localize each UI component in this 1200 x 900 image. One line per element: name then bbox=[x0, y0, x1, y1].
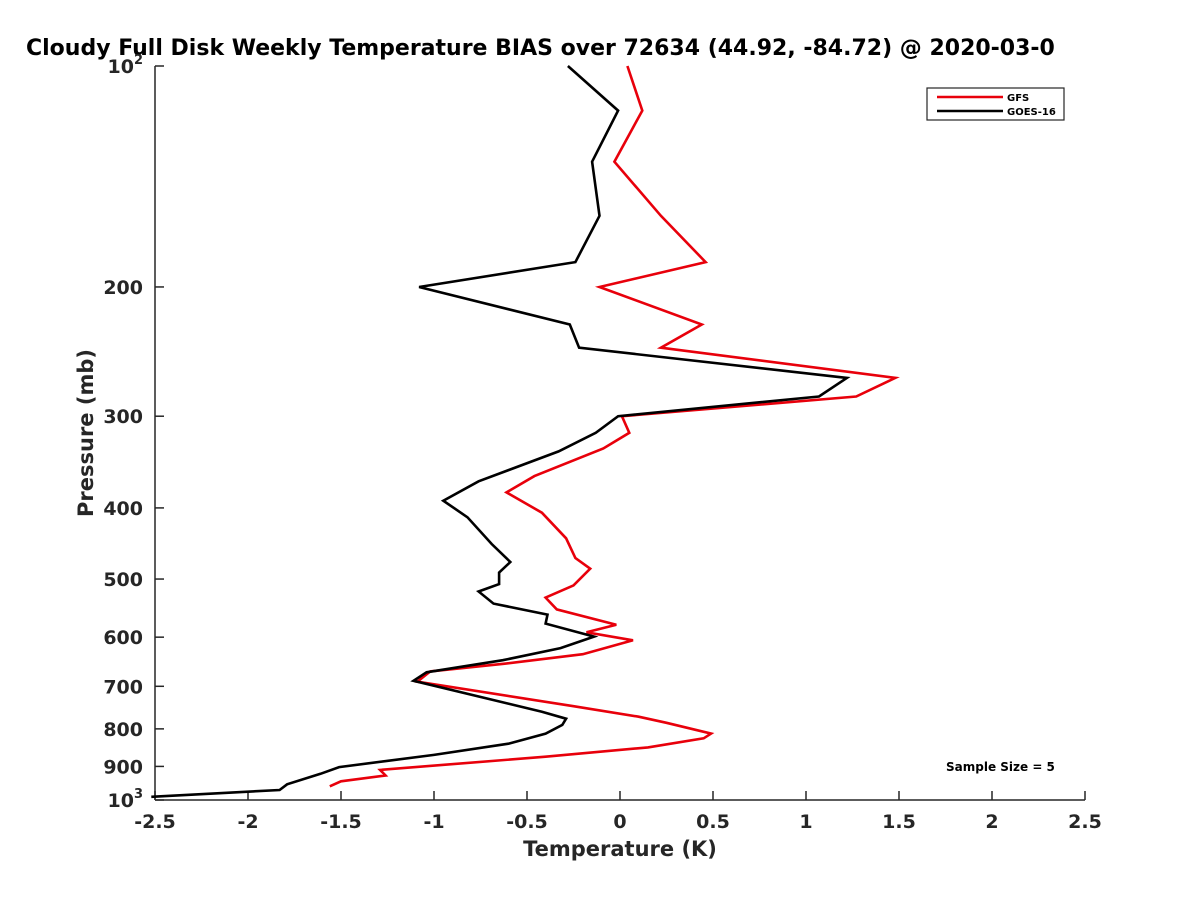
x-tick-label: 2.5 bbox=[1068, 811, 1102, 833]
x-tick-label: -1.5 bbox=[320, 811, 362, 833]
x-tick-label: 0.5 bbox=[696, 811, 730, 833]
y-tick-label: 800 bbox=[103, 719, 143, 741]
y-tick-label: 700 bbox=[103, 676, 143, 698]
y-tick-label: 103 bbox=[108, 787, 144, 812]
y-tick-exponent: 2 bbox=[134, 53, 143, 68]
x-tick-label: 1 bbox=[799, 811, 812, 833]
x-tick-label: -0.5 bbox=[506, 811, 548, 833]
x-tick-label: -2.5 bbox=[134, 811, 176, 833]
x-tick-label: -2 bbox=[237, 811, 258, 833]
x-tick-label: 1.5 bbox=[882, 811, 916, 833]
chart-title: Cloudy Full Disk Weekly Temperature BIAS… bbox=[26, 36, 1055, 61]
legend-label-gfs: GFS bbox=[1007, 93, 1029, 104]
y-tick-base: 10 bbox=[108, 790, 134, 812]
legend-box bbox=[926, 87, 1065, 121]
series-layer bbox=[151, 65, 900, 799]
legend: GFS GOES-16 bbox=[926, 87, 1065, 121]
x-axis-label: Temperature (K) bbox=[523, 837, 717, 861]
x-tick-label: 0 bbox=[613, 811, 626, 833]
y-tick-label: 600 bbox=[103, 627, 143, 649]
x-tick-label: 2 bbox=[985, 811, 998, 833]
y-tick-label: 900 bbox=[103, 756, 143, 778]
y-tick-exponent: 3 bbox=[134, 787, 143, 802]
y-tick-label: 200 bbox=[103, 277, 143, 299]
series-line-goes16 bbox=[151, 65, 851, 799]
legend-label-goes16: GOES-16 bbox=[1007, 107, 1056, 118]
y-axis-label: Pressure (mb) bbox=[74, 349, 98, 517]
y-tick-label: 400 bbox=[103, 498, 143, 520]
x-axis-ticks: -2.5 -2 -1.5 -1 -0.5 0 0.5 1 1.5 2 2.5 bbox=[134, 791, 1102, 833]
y-tick-label: 102 bbox=[108, 53, 144, 78]
x-tick-label: -1 bbox=[423, 811, 444, 833]
series-line-gfs bbox=[329, 65, 900, 788]
y-tick-label: 500 bbox=[103, 569, 143, 591]
y-tick-base: 10 bbox=[108, 56, 134, 78]
y-tick-label: 300 bbox=[103, 406, 143, 428]
sample-size-annotation: Sample Size = 5 bbox=[946, 760, 1055, 774]
